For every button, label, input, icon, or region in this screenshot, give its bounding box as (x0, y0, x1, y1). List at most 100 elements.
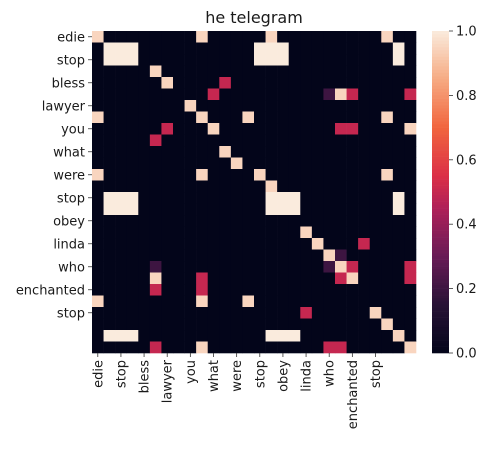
heatmap-cell (219, 180, 232, 193)
heatmap-cell (311, 249, 324, 262)
heatmap-cell (103, 31, 116, 43)
heatmap-cell (277, 307, 290, 319)
heatmap-cell (115, 88, 128, 101)
heatmap-cell (404, 146, 417, 158)
colorbar-segment (432, 169, 449, 173)
heatmap-cell (138, 215, 151, 227)
heatmap-cell (392, 249, 405, 262)
heatmap-cell (358, 284, 371, 296)
heatmap-cell (196, 307, 209, 319)
heatmap-cell (115, 307, 128, 319)
colorbar-segment (432, 311, 449, 315)
heatmap-cell (392, 307, 405, 319)
heatmap-cell (392, 65, 405, 78)
heatmap-cell (346, 169, 359, 181)
heatmap-cell (381, 42, 394, 55)
heatmap-cell (92, 65, 104, 78)
heatmap-cell (288, 295, 301, 308)
heatmap-cell (126, 226, 139, 239)
heatmap-cell (184, 192, 197, 204)
heatmap-cell (404, 111, 417, 124)
heatmap-cell (92, 42, 104, 55)
heatmap-cell (196, 100, 209, 112)
heatmap-cell (138, 134, 151, 147)
heatmap-cell (392, 88, 405, 101)
colorbar-segment (432, 253, 449, 257)
col-tick-label: stop (369, 360, 384, 388)
heatmap-cell (381, 330, 394, 342)
heatmap-cell (103, 238, 116, 250)
colorbar-segment (432, 66, 449, 70)
colorbar-segment (432, 163, 449, 167)
colorbar-segment (432, 114, 449, 119)
heatmap-cell (254, 111, 266, 124)
colorbar-segment (432, 47, 449, 51)
heatmap-cell (115, 54, 128, 66)
heatmap-cell (381, 215, 394, 227)
heatmap-cell (369, 31, 382, 43)
heatmap-cell (173, 111, 185, 124)
heatmap-cell (311, 100, 324, 112)
heatmap-cell (115, 226, 128, 239)
heatmap-cell (103, 65, 116, 78)
heatmap-cell (149, 123, 162, 135)
heatmap-cell (335, 307, 347, 319)
heatmap-cell (323, 180, 336, 193)
colorbar-segment (432, 150, 449, 154)
heatmap-cell (219, 169, 232, 181)
heatmap-cell (103, 215, 116, 227)
heatmap-cell (138, 54, 151, 66)
heatmap-cell (149, 318, 162, 331)
heatmap-cell (184, 157, 197, 170)
heatmap-cell (288, 42, 301, 55)
heatmap-cell (254, 249, 266, 262)
heatmap-cell (404, 307, 417, 319)
colorbar-segment (432, 34, 449, 38)
colorbar: 0.0 0.2 0.4 0.6 0.8 1.0 (432, 25, 477, 362)
heatmap-cell (265, 226, 278, 239)
colorbar-segment (432, 327, 449, 331)
heatmap-cell (149, 77, 162, 89)
heatmap-cell (288, 226, 301, 239)
heatmap-cell (369, 341, 382, 354)
heatmap-cell (126, 203, 139, 216)
heatmap-cell (288, 180, 301, 193)
heatmap-cell (254, 31, 266, 43)
heatmap-cells (92, 31, 417, 354)
heatmap-cell (230, 261, 243, 273)
col-tick-label: stop (253, 360, 268, 388)
heatmap-cell (219, 272, 232, 285)
heatmap-cell (346, 146, 359, 158)
heatmap-cell (300, 238, 313, 250)
heatmap-cell (173, 203, 185, 216)
heatmap-cell (392, 134, 405, 147)
colorbar-segment (432, 85, 449, 90)
heatmap-cell (242, 100, 255, 112)
heatmap-cell (230, 157, 243, 170)
heatmap-cell (219, 341, 232, 354)
heatmap-cell (392, 238, 405, 250)
heatmap-cell (369, 215, 382, 227)
heatmap-cell (207, 261, 220, 273)
heatmap-cell (300, 111, 313, 124)
heatmap-cell (207, 238, 220, 250)
heatmap-cell (230, 31, 243, 43)
heatmap-cell (196, 330, 209, 342)
colorbar-segment (432, 92, 449, 96)
colorbar-segment (432, 166, 449, 170)
heatmap-cell (161, 88, 174, 101)
heatmap-cell (242, 249, 255, 262)
heatmap-cell (300, 226, 313, 239)
heatmap-cell (311, 65, 324, 78)
heatmap-cell (207, 330, 220, 342)
heatmap-cell (184, 295, 197, 308)
heatmap-cell (138, 42, 151, 55)
heatmap-cell (149, 157, 162, 170)
heatmap-cell (184, 134, 197, 147)
heatmap-cell (323, 65, 336, 78)
heatmap-cell (161, 307, 174, 319)
heatmap-cell (381, 272, 394, 285)
col-tick-label: stop (114, 360, 129, 388)
heatmap-cell (254, 123, 266, 135)
heatmap-cell (369, 65, 382, 78)
